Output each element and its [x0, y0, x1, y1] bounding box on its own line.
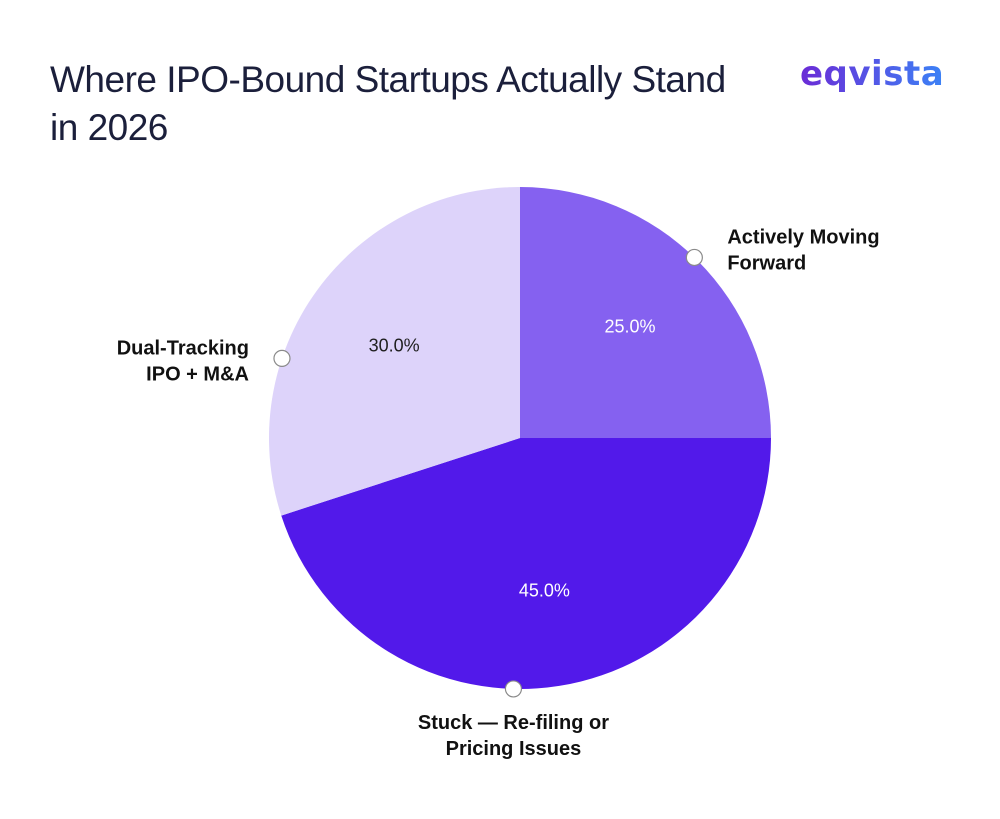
slice-category-label: Stuck — Re-filing or Pricing Issues [418, 712, 609, 760]
slice-value-label: 30.0% [369, 335, 420, 355]
chart-title: Where IPO-Bound Startups Actually Stand … [50, 59, 726, 148]
eqvista-logo: eqvista [800, 54, 945, 94]
pie-label-markers [273, 248, 703, 698]
label-marker [685, 248, 703, 267]
slice-category-label: Dual-Tracking IPO + M&A [117, 337, 249, 385]
slice-value-label: 25.0% [605, 317, 656, 337]
pie-category-labels: Actively Moving Forward Stuck — Re-filing … [117, 226, 880, 759]
pie-slices [269, 187, 771, 689]
pie-slice [520, 187, 771, 438]
pie-slice [281, 438, 771, 689]
slice-category-label: Actively Moving Forward [727, 226, 879, 274]
label-marker [273, 349, 291, 367]
label-marker [504, 680, 523, 698]
pie-value-labels: 25.0% 45.0% 30.0% [369, 317, 656, 601]
pie-slice [269, 187, 520, 516]
slice-value-label: 45.0% [519, 580, 570, 600]
